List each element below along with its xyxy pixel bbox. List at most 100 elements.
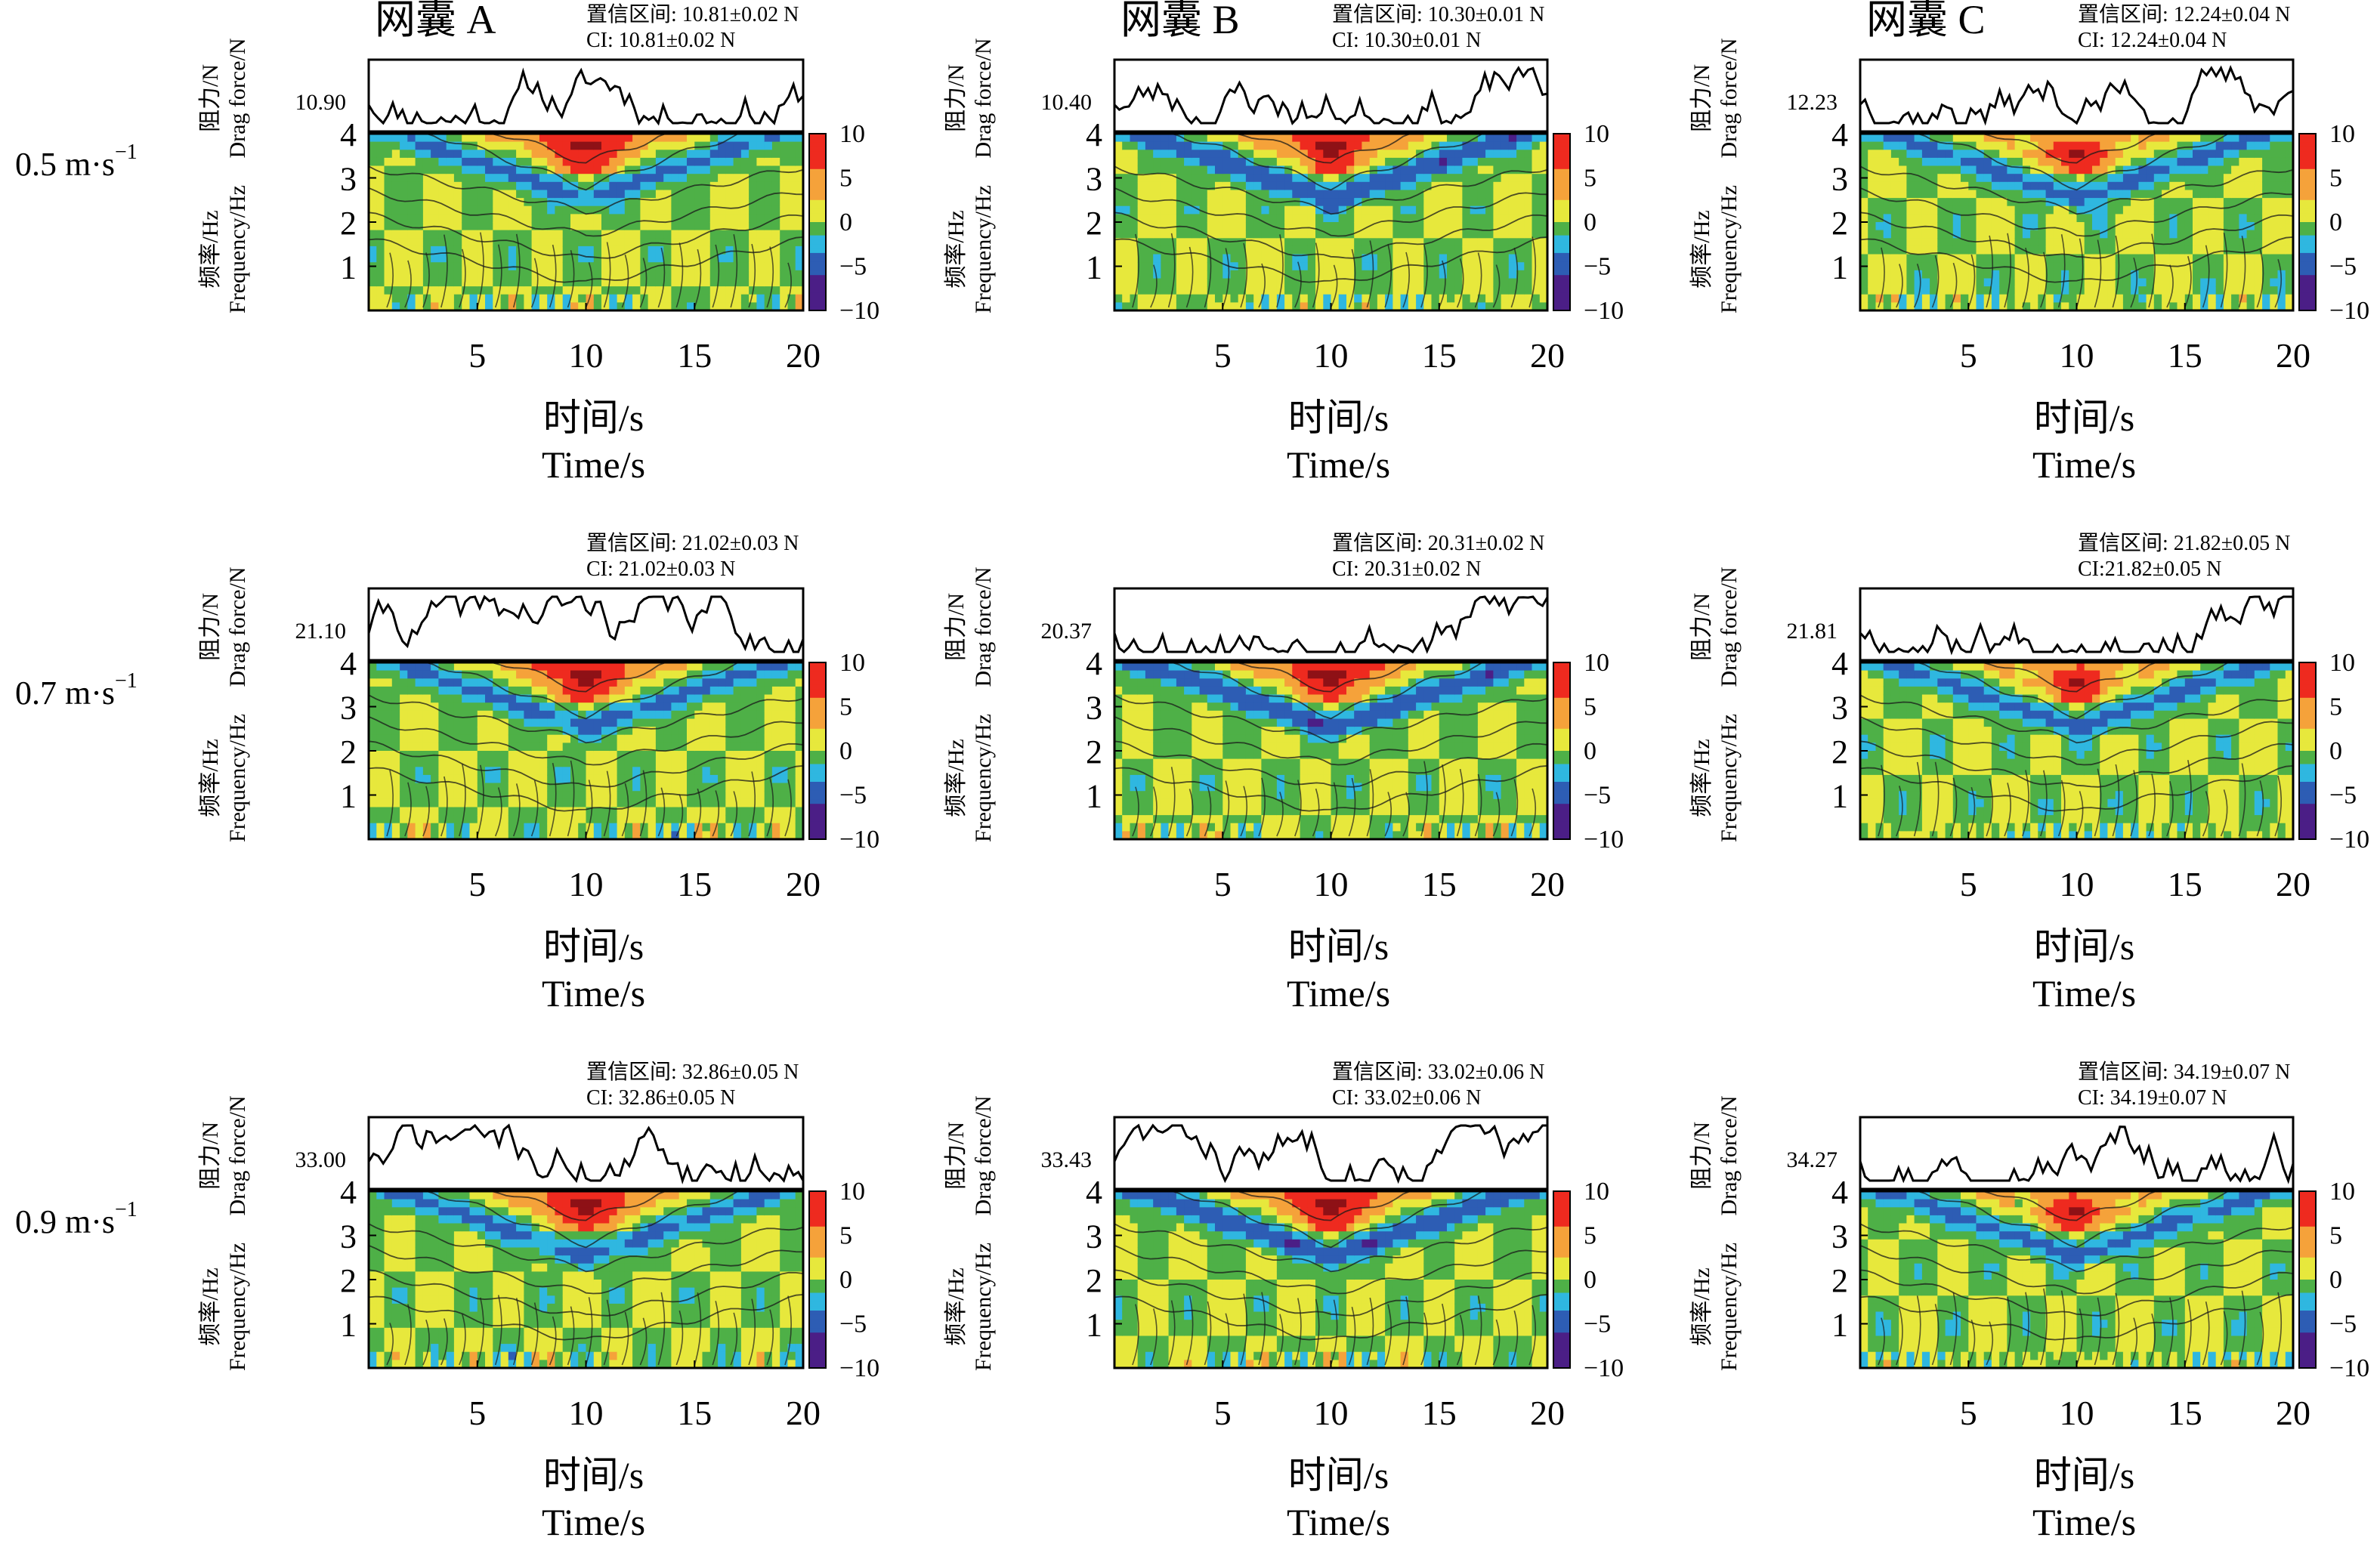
heatmap-cell — [1508, 270, 1517, 279]
heatmap-cell — [2208, 150, 2217, 159]
heatmap-cell — [740, 270, 750, 279]
heatmap-cell — [764, 222, 773, 231]
heatmap-cell — [702, 743, 711, 752]
heatmap-cell — [624, 702, 633, 712]
heatmap-cell — [1477, 230, 1486, 239]
heatmap-cell — [655, 686, 664, 696]
heatmap-cell — [640, 807, 649, 816]
heatmap-cell — [477, 702, 486, 712]
heatmap-cell — [1937, 245, 1946, 255]
heatmap-cell — [1868, 294, 1876, 303]
heatmap-cell — [1937, 165, 1946, 174]
heatmap-cell — [2254, 302, 2263, 311]
heatmap-cell — [1168, 190, 1177, 199]
heatmap-cell — [1539, 278, 1548, 287]
heatmap-cell — [1991, 222, 2000, 231]
heatmap-cell — [1914, 286, 1923, 295]
heatmap-cell — [1176, 157, 1185, 167]
heatmap-cell — [1114, 238, 1123, 247]
heatmap-cell — [586, 205, 595, 215]
heatmap-cell — [422, 710, 431, 719]
heatmap-cell — [764, 302, 773, 311]
heatmap-cell — [678, 198, 688, 207]
heatmap-cell — [1921, 278, 1930, 287]
heatmap-cell — [1431, 222, 1440, 231]
heatmap-cell — [1153, 190, 1161, 199]
heatmap-cell — [1346, 205, 1355, 215]
heatmap-cell — [1377, 174, 1386, 183]
heatmap-cell — [1207, 157, 1216, 167]
heatmap-cell — [547, 831, 556, 840]
heatmap-cell — [431, 710, 439, 719]
heatmap-cell — [400, 294, 408, 303]
colorbar-segment — [2299, 257, 2316, 263]
heatmap-cell — [2138, 141, 2147, 150]
heatmap-cell — [586, 662, 595, 672]
heatmap-cell — [547, 767, 556, 776]
x-tick-label: 5 — [1960, 336, 1977, 375]
heatmap-cell — [1215, 238, 1223, 247]
heatmap-cell — [2084, 157, 2093, 167]
heatmap-cell — [1400, 302, 1409, 311]
heatmap-cell — [508, 150, 517, 159]
heatmap-cell — [1493, 214, 1502, 223]
heatmap-cell — [586, 286, 595, 295]
contour-line — [1312, 242, 1320, 308]
heatmap-cell — [1493, 222, 1502, 231]
heatmap-cell — [570, 694, 579, 703]
heatmap-cell — [539, 302, 548, 311]
heatmap-cell — [740, 214, 750, 223]
heatmap-cell — [1447, 150, 1455, 159]
heatmap-cell — [369, 205, 377, 215]
contour-line — [1456, 258, 1464, 308]
heatmap-cell — [1269, 270, 1278, 279]
heatmap-cell — [2092, 205, 2100, 215]
heatmap-cell — [1875, 222, 1884, 231]
heatmap-cell — [1338, 230, 1347, 239]
heatmap-cell — [2146, 238, 2155, 247]
heatmap-cell — [462, 150, 471, 159]
colorbar-segment — [809, 160, 826, 165]
heatmap-cell — [1899, 270, 1907, 279]
contour-line — [368, 187, 804, 237]
heatmap-cell — [586, 694, 595, 703]
heatmap-cell — [1245, 262, 1254, 271]
heatmap-cell — [1462, 157, 1471, 167]
colorbar-segment — [1553, 151, 1570, 156]
heatmap-cell — [2014, 190, 2023, 199]
heatmap-cell — [780, 278, 789, 287]
heatmap-cell — [407, 670, 416, 679]
heatmap-cell — [570, 141, 579, 150]
heatmap-cell — [1222, 134, 1232, 143]
heatmap-cell — [586, 743, 595, 752]
heatmap-cell — [2200, 165, 2208, 174]
heatmap-cell — [2270, 302, 2279, 311]
heatmap-cell — [477, 181, 486, 190]
heatmap-cell — [500, 302, 509, 311]
heatmap-cell — [578, 694, 587, 703]
heatmap-cell — [2115, 190, 2124, 199]
heatmap-cell — [1137, 245, 1146, 255]
heatmap-cell — [508, 758, 517, 767]
heatmap-cell — [2076, 134, 2085, 143]
heatmap-cell — [2239, 134, 2248, 143]
heatmap-cell — [601, 678, 610, 687]
heatmap-cell — [687, 718, 695, 727]
heatmap-cell — [2007, 278, 2016, 287]
heatmap-cell — [2169, 230, 2178, 239]
heatmap-cell — [422, 798, 431, 807]
heatmap-cell — [2177, 198, 2186, 207]
heatmap-cell — [2030, 262, 2038, 271]
freq-tick-label: 1 — [1831, 249, 1848, 286]
heatmap-cell — [1493, 230, 1502, 239]
heatmap-cell — [369, 150, 377, 159]
heatmap-cell — [508, 670, 517, 679]
heatmap-cell — [617, 783, 626, 792]
heatmap-cell — [1416, 245, 1424, 255]
heatmap-cell — [2045, 174, 2054, 183]
heatmap-cell — [1137, 262, 1146, 271]
heatmap-cell — [1168, 181, 1177, 190]
heatmap-cell — [516, 230, 524, 239]
heatmap-cell — [1423, 150, 1433, 159]
heatmap-cell — [1921, 270, 1930, 279]
